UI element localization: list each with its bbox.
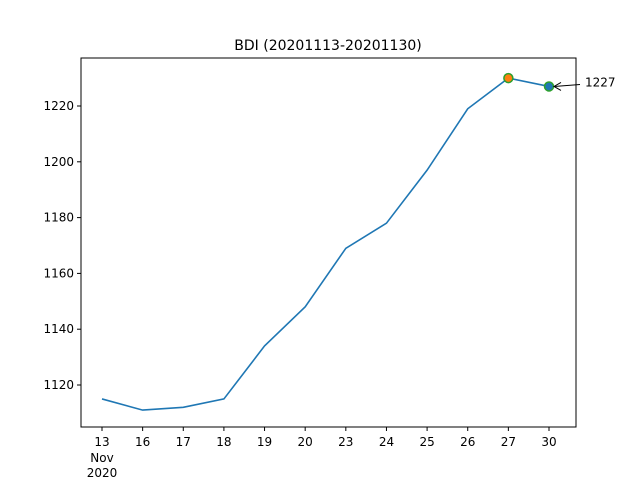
x-tick-label: 25 <box>419 435 434 449</box>
x-tick-label: 20 <box>298 435 313 449</box>
annotation-arrow <box>553 83 581 87</box>
x-tick-label: 26 <box>460 435 475 449</box>
annotation-label: 1227 <box>585 75 616 89</box>
highlight-marker <box>543 81 555 92</box>
x-sublabel-month: Nov <box>90 451 113 465</box>
series-line <box>101 77 550 411</box>
x-tick-label: 27 <box>501 435 516 449</box>
y-tick-label: 1180 <box>43 211 74 225</box>
x-tick-label: 16 <box>135 435 150 449</box>
plot-frame <box>80 57 577 428</box>
y-tick-label: 1220 <box>43 99 74 113</box>
x-sublabel-year: 2020 <box>87 466 118 480</box>
x-tick-label: 18 <box>216 435 231 449</box>
x-tick-label: 23 <box>338 435 353 449</box>
x-tick-label: 24 <box>379 435 394 449</box>
y-tick-label: 1200 <box>43 155 74 169</box>
y-tick-label: 1140 <box>43 322 74 336</box>
x-tick-label: 19 <box>257 435 272 449</box>
x-tick-label: 13 <box>94 435 109 449</box>
x-tick-label: 17 <box>176 435 191 449</box>
annotation-arrowhead <box>552 82 562 91</box>
y-tick-label: 1120 <box>43 378 74 392</box>
y-tick-label: 1160 <box>43 266 74 280</box>
chart-title: BDI (20201113-20201130) <box>234 38 421 54</box>
highlight-marker <box>503 72 514 84</box>
x-tick-label: 30 <box>541 435 556 449</box>
